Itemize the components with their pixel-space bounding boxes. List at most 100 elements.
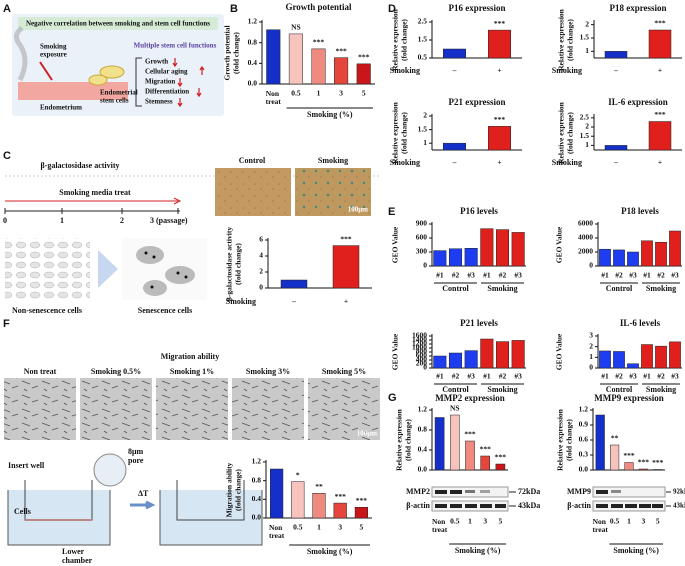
- label: Smoking 0.5%: [91, 367, 141, 376]
- y-tick-label: 2.5: [580, 113, 590, 122]
- y-tick-label: 1.5: [418, 124, 428, 133]
- significance: NS: [450, 404, 460, 413]
- tick-label: 1: [60, 216, 64, 225]
- significance: ***: [356, 496, 368, 505]
- x-tick-label: +: [344, 297, 348, 306]
- x-tick-label: Non treat: [432, 517, 448, 534]
- x-tick-label: 0.5: [291, 89, 301, 98]
- bar: [291, 481, 305, 519]
- label: Endometrial: [100, 89, 138, 97]
- bar: [354, 507, 369, 519]
- y-tick-label: 6000: [578, 219, 593, 228]
- y-tick-label: 2.5: [418, 17, 428, 26]
- label: exposure: [40, 51, 67, 59]
- x-axis-label: Smoking (%): [613, 546, 659, 555]
- y-tick-label: 1000: [412, 343, 427, 352]
- y-tick-label: 0: [259, 283, 263, 292]
- significance: ***: [623, 451, 635, 460]
- y-tick-label: 0.4: [418, 445, 428, 454]
- x-tick-label: #1: [436, 372, 444, 381]
- y-axis-label: (fold change): [400, 112, 409, 154]
- bar: [448, 248, 463, 267]
- label: Control: [239, 156, 266, 165]
- y-tick-label: 1.5: [580, 33, 590, 42]
- blot-label: β-actin: [567, 501, 591, 510]
- label: Smoking media treat: [59, 188, 131, 197]
- y-axis-label: (fold change): [566, 19, 575, 61]
- bar: [511, 232, 525, 267]
- function: Stemness: [145, 98, 173, 106]
- bar: [648, 121, 672, 151]
- migration-images: [4, 378, 380, 440]
- bar: [648, 29, 672, 59]
- blots: [431, 486, 666, 512]
- blot-ticks: [509, 491, 671, 507]
- bar: [488, 126, 511, 151]
- x-tick-label: #2: [452, 271, 460, 280]
- bar: [480, 338, 494, 369]
- chart-title: P21 expression: [448, 97, 505, 107]
- group-label: Smoking: [646, 385, 676, 394]
- x-tick-label: #1: [436, 271, 444, 280]
- y-axis-label: (fold change): [232, 32, 241, 74]
- panel-label: E: [388, 206, 395, 218]
- label: ΔT: [138, 489, 149, 498]
- x-tick-label: #1: [483, 271, 491, 280]
- y-tick-label: 2: [423, 111, 427, 120]
- bar: [610, 444, 620, 471]
- bar: [333, 502, 347, 519]
- bar: [595, 414, 605, 471]
- cell: [88, 74, 108, 86]
- y-tick-label: 1.2: [579, 405, 589, 414]
- blot-size: 43kDa: [518, 501, 540, 510]
- x-tick-label: 0.5: [293, 523, 303, 532]
- y-tick-label: 2000: [578, 247, 593, 256]
- y-tick-label: 200: [416, 359, 428, 368]
- banner: [18, 17, 218, 30]
- x-axis-label: Smoking (%): [307, 547, 353, 556]
- y-tick-label: 800: [416, 347, 428, 356]
- significance: **: [315, 482, 323, 491]
- panel-label: F: [3, 318, 10, 330]
- x-tick-label: #2: [499, 372, 507, 381]
- chart-title: MMP9 expression: [594, 393, 664, 403]
- x-tick-label: 1: [317, 523, 321, 532]
- y-tick-label: 0.9: [579, 420, 589, 429]
- bar: [669, 230, 681, 267]
- x-tick-label: #3: [467, 271, 475, 280]
- x-tick-label: Non treat: [269, 523, 285, 540]
- y-tick-label: 900: [416, 219, 428, 228]
- x-tick-label: #2: [657, 271, 665, 280]
- x-tick-label: #3: [467, 372, 475, 381]
- tick-label: 3 (passage): [150, 216, 188, 225]
- bar: [669, 341, 681, 369]
- y-axis-label: Growth potential: [223, 25, 232, 80]
- x-tick-label: #3: [671, 372, 679, 381]
- significance: ***: [495, 453, 507, 462]
- y-tick-label: 600: [416, 351, 428, 360]
- y-tick-label: 1600: [412, 331, 427, 340]
- significance: ***: [654, 19, 666, 28]
- label: Cells: [14, 507, 31, 516]
- group-label: Smoking: [646, 284, 676, 293]
- cell: [99, 65, 125, 79]
- bar: [495, 341, 510, 369]
- y-axis-label: GEO Value: [555, 226, 564, 263]
- cells-image: [5, 238, 90, 300]
- chart-title: P21 levels: [460, 318, 498, 328]
- bar: [433, 250, 447, 267]
- y-tick-label: 1.2: [252, 457, 262, 466]
- significance: ***: [313, 38, 325, 47]
- significance: ***: [654, 110, 666, 119]
- label: pore: [128, 456, 144, 465]
- label: chamber: [62, 556, 93, 565]
- x-tick-label: #1: [601, 271, 609, 280]
- x-tick-label: Non treat: [266, 89, 282, 106]
- label: Smoking: [318, 156, 348, 165]
- significance: ***: [464, 430, 476, 439]
- chart-title: P18 levels: [621, 206, 659, 216]
- y-axis-label: β-galactosidase activity: [225, 227, 234, 301]
- label: Senescence cells: [138, 306, 192, 315]
